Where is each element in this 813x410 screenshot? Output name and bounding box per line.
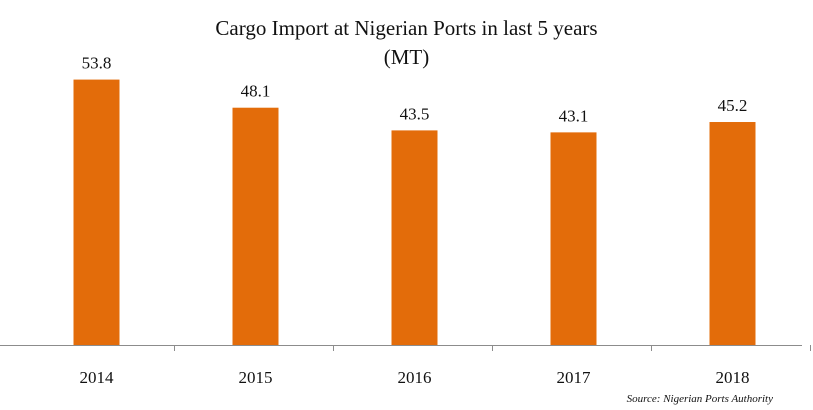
x-tick-label-2015: 2015 <box>239 368 273 387</box>
bar-2018 <box>709 122 756 345</box>
chart-title-line1: Cargo Import at Nigerian Ports in last 5… <box>215 16 598 40</box>
data-label-2014: 53.8 <box>82 54 112 73</box>
chart-title-line2: (MT) <box>383 45 430 69</box>
x-tick-label-2018: 2018 <box>716 368 750 387</box>
bar-2017 <box>550 132 597 345</box>
x-tick-label-2016: 2016 <box>398 368 432 387</box>
data-label-2016: 43.5 <box>400 104 430 123</box>
data-label-2015: 48.1 <box>241 82 271 101</box>
bar-2016 <box>391 130 438 345</box>
data-label-2017: 43.1 <box>559 106 589 125</box>
bar-2014 <box>73 79 120 345</box>
bar-2015 <box>232 107 279 345</box>
chart-title: Cargo Import at Nigerian Ports in last 5… <box>0 14 813 72</box>
x-tick-label-2014: 2014 <box>80 368 115 387</box>
x-tick-label-2017: 2017 <box>557 368 592 387</box>
data-label-2018: 45.2 <box>718 96 748 115</box>
source-note: Source: Nigerian Ports Authority <box>626 393 773 405</box>
